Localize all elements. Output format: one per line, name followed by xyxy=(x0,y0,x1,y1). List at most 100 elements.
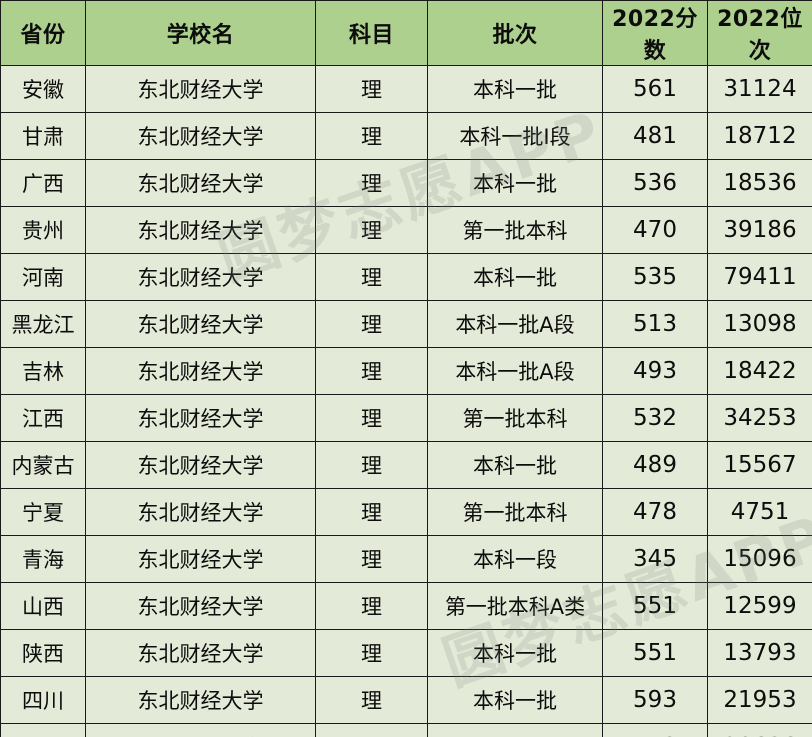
table-row: 甘肃 东北财经大学理本科一批I段 481 18712 xyxy=(0,112,812,160)
cell-batch: 本科一批 xyxy=(427,441,603,489)
cell-subject: 理 xyxy=(315,488,428,536)
cell-province: 江西 xyxy=(0,394,86,442)
cell-school: 东北财经大学 xyxy=(85,441,316,489)
column-header-province: 省份 xyxy=(0,0,86,66)
cell-rank: 18536 xyxy=(707,159,812,207)
cell-rank: 4751 xyxy=(707,488,812,536)
table-row: 安徽 东北财经大学理本科一批 561 31124 xyxy=(0,65,812,113)
cell-batch: 第一批本科 xyxy=(427,394,603,442)
cell-subject: 理 xyxy=(315,65,428,113)
cell-score: 481 xyxy=(602,112,708,160)
cell-school: 东北财经大学 xyxy=(85,629,316,677)
cell-school: 东北财经大学 xyxy=(85,347,316,395)
table-row: 四川 东北财经大学理本科一批 593 21953 xyxy=(0,676,812,724)
cell-subject: 理 xyxy=(315,441,428,489)
cell-batch: 第一批本科 xyxy=(427,488,603,536)
cell-score: 489 xyxy=(602,441,708,489)
cell-province: 青海 xyxy=(0,535,86,583)
cell-province: 安徽 xyxy=(0,65,86,113)
table-row: 广西 东北财经大学理本科一批 536 18536 xyxy=(0,159,812,207)
cell-rank: 21953 xyxy=(707,676,812,724)
cell-batch: 本科一批A段 xyxy=(427,300,603,348)
cell-batch: 本科一批I段 xyxy=(427,112,603,160)
cell-school: 东北财经大学 xyxy=(85,488,316,536)
cell-school: 东北财经大学 xyxy=(85,159,316,207)
cell-subject: 理 xyxy=(315,582,428,630)
column-header-subject: 科目 xyxy=(315,0,428,66)
table-row: 黑龙江 东北财经大学理本科一批A段 513 13098 xyxy=(0,300,812,348)
cell-batch: 本科一批 xyxy=(427,65,603,113)
cell-province: 宁夏 xyxy=(0,488,86,536)
table-row: 内蒙古 东北财经大学理本科一批 489 15567 xyxy=(0,441,812,489)
table-row: 青海 东北财经大学理本科一段 345 15096 xyxy=(0,535,812,583)
cell-rank: 79411 xyxy=(707,253,812,301)
table-row: 贵州 东北财经大学理第一批本科 470 39186 xyxy=(0,206,812,254)
table-row: 云南东北财经大学理一本55820686 xyxy=(0,723,812,737)
cell-school: 东北财经大学 xyxy=(85,723,316,737)
cell-batch: 本科一批 xyxy=(427,253,603,301)
cell-province: 吉林 xyxy=(0,347,86,395)
cell-score: 536 xyxy=(602,159,708,207)
cell-rank: 15096 xyxy=(707,535,812,583)
cell-subject: 理 xyxy=(315,300,428,348)
table-body: 安徽 东北财经大学理本科一批 561 31124 甘肃 东北财经大学理本科一批I段 481 1… xyxy=(0,65,812,737)
cell-subject: 理 xyxy=(315,723,428,737)
cell-school: 东北财经大学 xyxy=(85,300,316,348)
cell-school: 东北财经大学 xyxy=(85,206,316,254)
cell-school: 东北财经大学 xyxy=(85,535,316,583)
cell-rank: 13793 xyxy=(707,629,812,677)
cell-batch: 本科一段 xyxy=(427,535,603,583)
cell-province: 河南 xyxy=(0,253,86,301)
cell-batch: 本科一批A段 xyxy=(427,347,603,395)
cell-rank: 20686 xyxy=(707,723,812,737)
cell-rank: 15567 xyxy=(707,441,812,489)
cell-rank: 12599 xyxy=(707,582,812,630)
cell-score: 532 xyxy=(602,394,708,442)
cell-school: 东北财经大学 xyxy=(85,253,316,301)
cell-batch: 本科一批 xyxy=(427,676,603,724)
table-header: 省份 学校名 科目 批次 2022分数 2022位次 xyxy=(0,0,812,66)
cell-province: 陕西 xyxy=(0,629,86,677)
cell-province: 贵州 xyxy=(0,206,86,254)
cell-province: 山西 xyxy=(0,582,86,630)
cell-batch: 本科一批 xyxy=(427,629,603,677)
cell-province: 广西 xyxy=(0,159,86,207)
cell-school: 东北财经大学 xyxy=(85,65,316,113)
column-header-school: 学校名 xyxy=(85,0,316,66)
cell-subject: 理 xyxy=(315,253,428,301)
cell-rank: 39186 xyxy=(707,206,812,254)
cell-score: 551 xyxy=(602,582,708,630)
cell-school: 东北财经大学 xyxy=(85,676,316,724)
column-header-batch: 批次 xyxy=(427,0,603,66)
cell-subject: 理 xyxy=(315,629,428,677)
cell-subject: 理 xyxy=(315,159,428,207)
cell-score: 513 xyxy=(602,300,708,348)
cell-batch: 一本 xyxy=(427,723,603,737)
cell-school: 东北财经大学 xyxy=(85,582,316,630)
cell-province: 黑龙江 xyxy=(0,300,86,348)
cell-score: 593 xyxy=(602,676,708,724)
header-row: 省份 学校名 科目 批次 2022分数 2022位次 xyxy=(0,0,812,66)
cell-score: 551 xyxy=(602,629,708,677)
cell-score: 345 xyxy=(602,535,708,583)
column-header-rank: 2022位次 xyxy=(707,0,812,66)
cell-province: 内蒙古 xyxy=(0,441,86,489)
cell-province: 云南 xyxy=(0,723,86,737)
cell-score: 535 xyxy=(602,253,708,301)
cell-rank: 31124 xyxy=(707,65,812,113)
cell-subject: 理 xyxy=(315,347,428,395)
table-row: 江西 东北财经大学理第一批本科 532 34253 xyxy=(0,394,812,442)
cell-school: 东北财经大学 xyxy=(85,112,316,160)
cell-province: 甘肃 xyxy=(0,112,86,160)
cell-subject: 理 xyxy=(315,206,428,254)
cell-score: 558 xyxy=(602,723,708,737)
cell-rank: 34253 xyxy=(707,394,812,442)
table-row: 陕西 东北财经大学理本科一批 551 13793 xyxy=(0,629,812,677)
cell-batch: 第一批本科A类 xyxy=(427,582,603,630)
cell-subject: 理 xyxy=(315,535,428,583)
cell-score: 561 xyxy=(602,65,708,113)
cell-province: 四川 xyxy=(0,676,86,724)
cell-subject: 理 xyxy=(315,676,428,724)
